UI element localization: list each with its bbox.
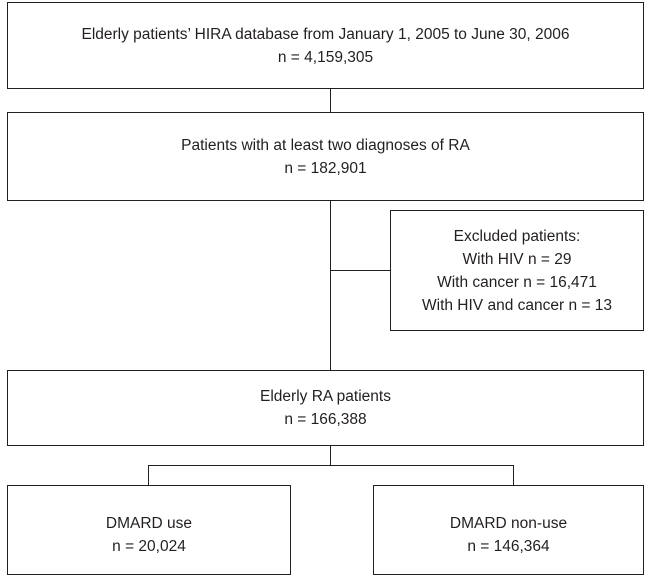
box-text: Excluded patients: — [453, 227, 581, 245]
box-text: Elderly patients’ HIRA database from Jan… — [81, 25, 570, 43]
box-text: n = 182,901 — [284, 159, 367, 177]
dmard-nonuse-box: DMARD non-use n = 146,364 — [373, 485, 644, 575]
box-text: n = 166,388 — [284, 411, 367, 428]
box-text: DMARD non-use — [449, 515, 568, 532]
elderly-ra-box: Elderly RA patients n = 166,388 — [7, 370, 644, 446]
box-text: With HIV n = 29 — [462, 250, 572, 268]
box-text: DMARD use — [105, 515, 193, 532]
excluded-box: Excluded patients: With HIV n = 29 With ca… — [390, 210, 644, 331]
box-text: With cancer n = 16,471 — [437, 273, 597, 291]
page: Elderly patients’ HIRA database from Jan… — [7, 2, 644, 575]
box-text: With HIV and cancer n = 13 — [422, 296, 612, 314]
box-text: n = 20,024 — [112, 538, 186, 555]
box-text: Elderly RA patients — [260, 388, 391, 405]
box-text: n = 4,159,305 — [277, 48, 374, 66]
box-text: n = 146,364 — [467, 538, 550, 555]
ra-box: Patients with at least two diagnoses of … — [7, 112, 644, 201]
connectors — [148, 88, 514, 485]
box-text: Patients with at least two diagnoses of … — [181, 136, 470, 154]
dmard-use-box: DMARD use n = 20,024 — [7, 485, 291, 575]
source-box: Elderly patients’ HIRA database from Jan… — [7, 2, 644, 89]
